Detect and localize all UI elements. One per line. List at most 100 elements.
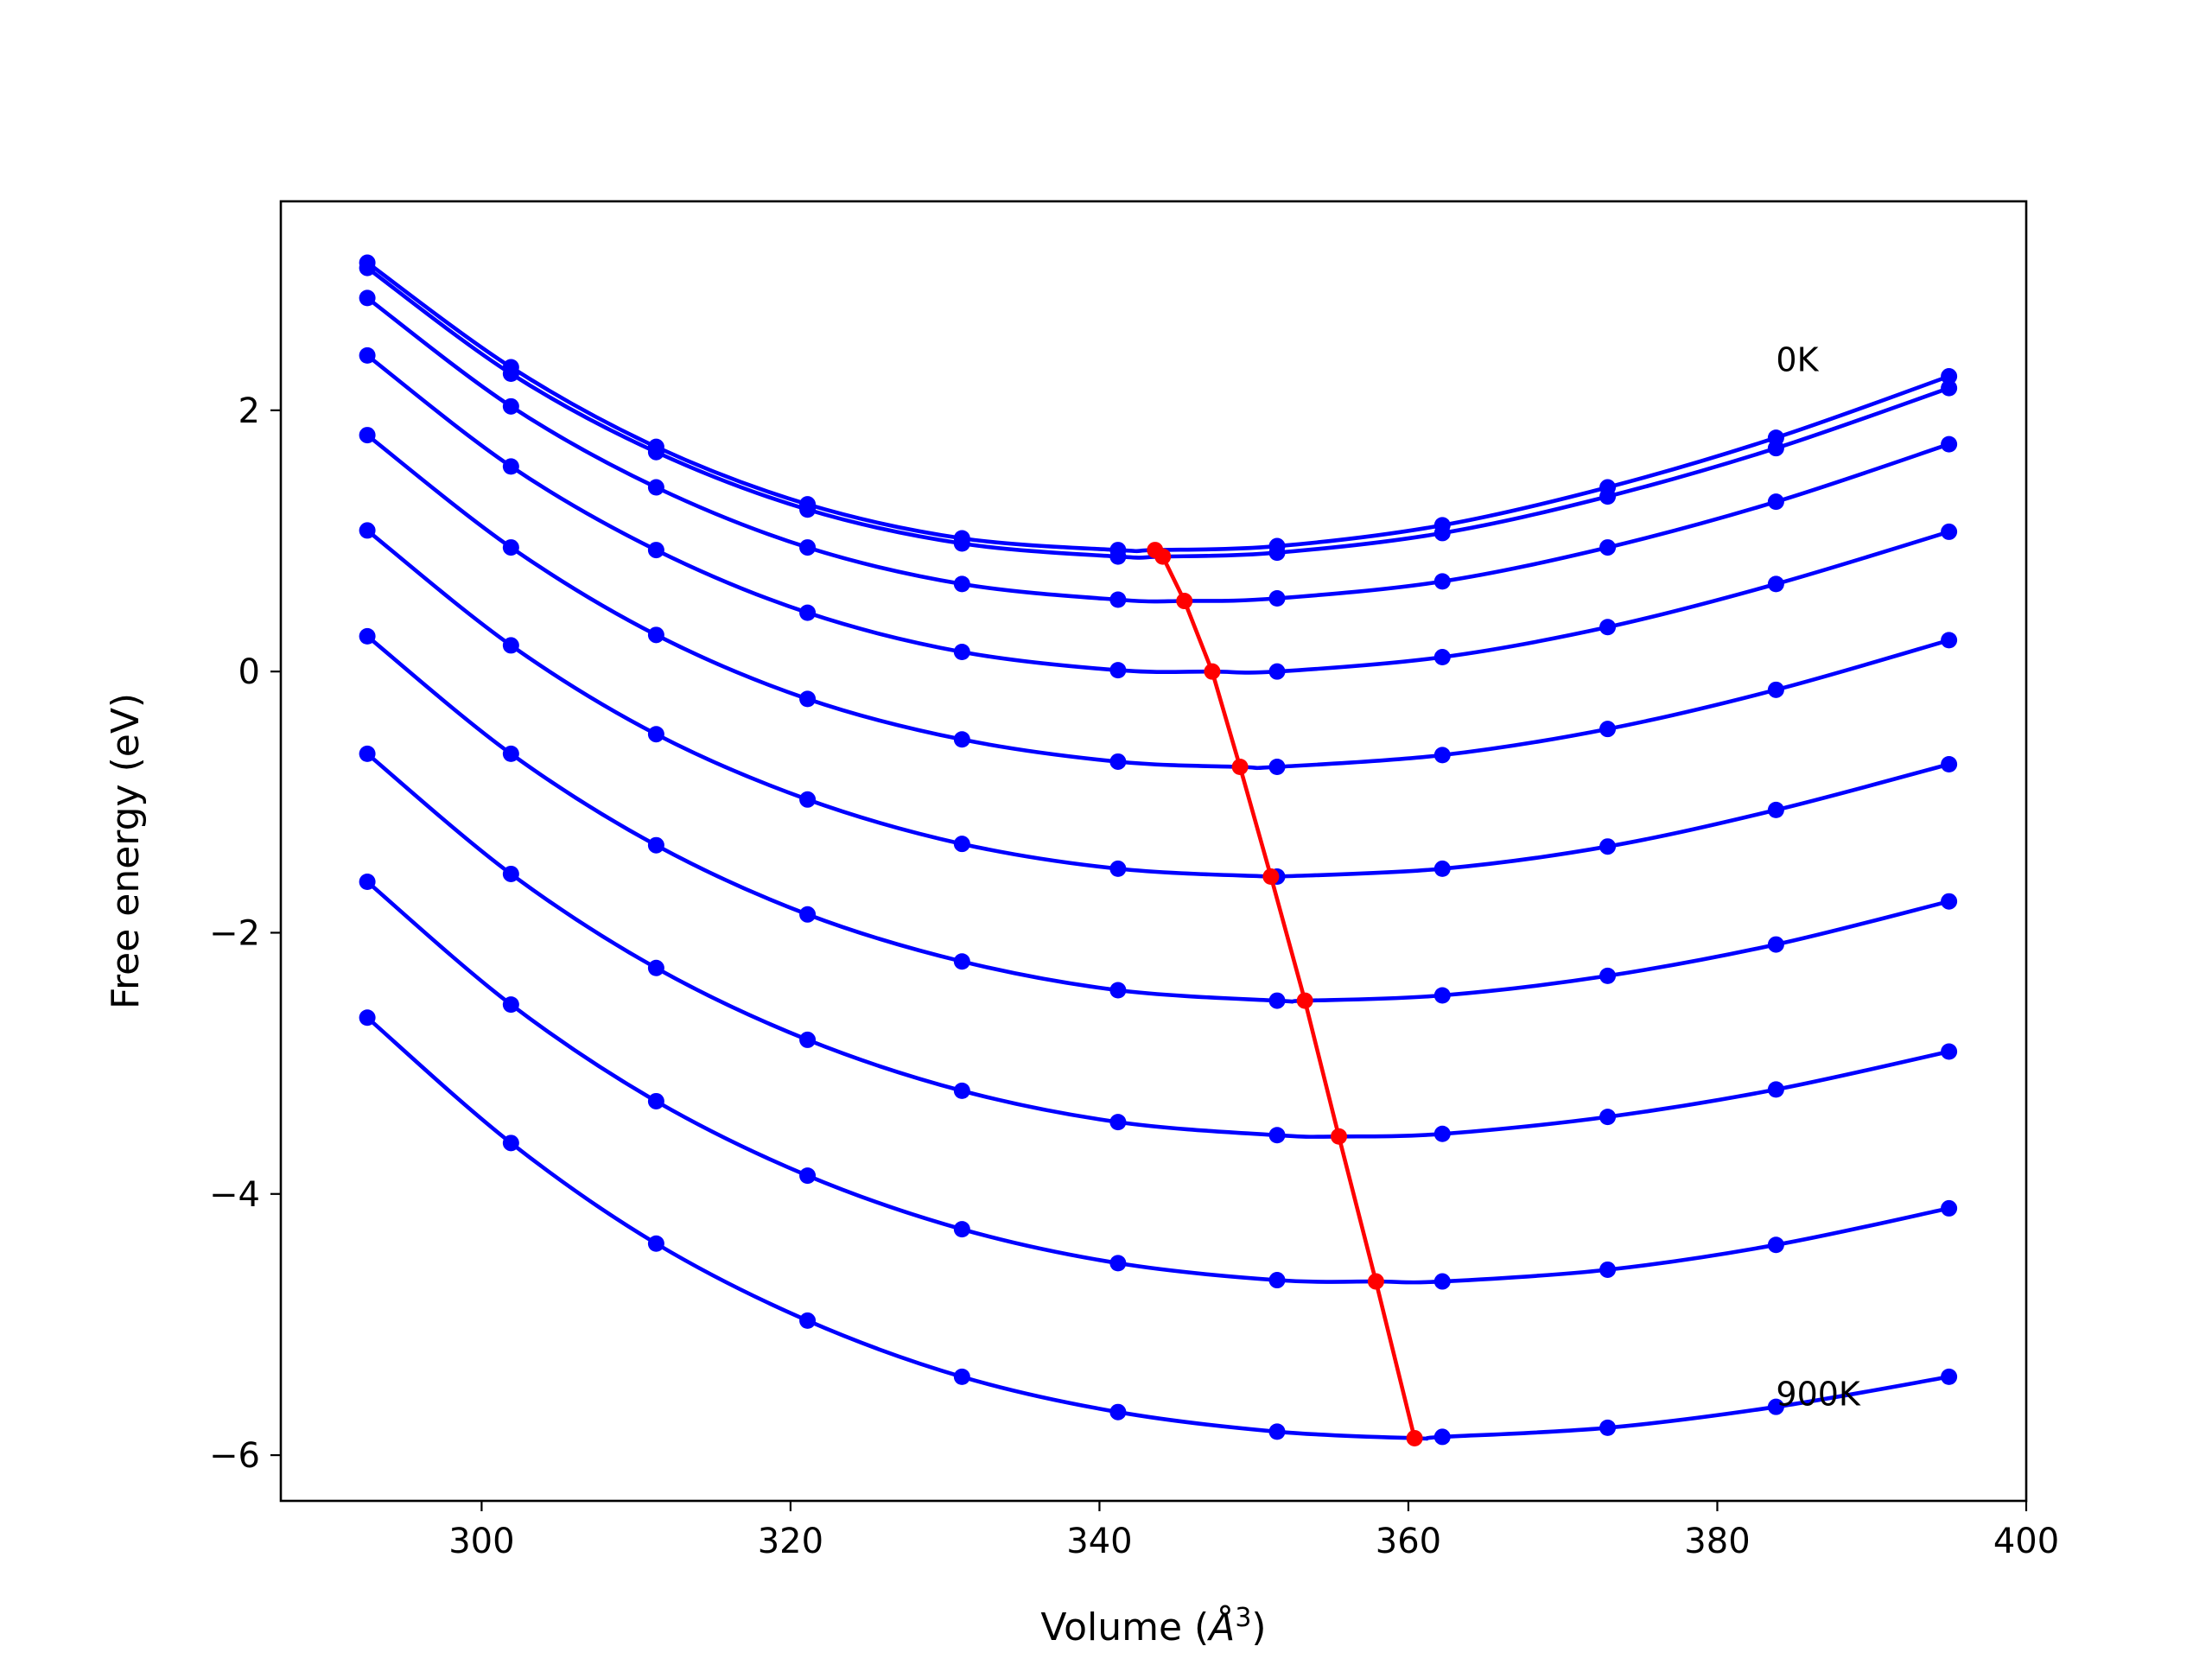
series-point — [502, 365, 519, 383]
series-point — [647, 1235, 664, 1252]
series-point — [1767, 681, 1784, 698]
series-point — [1941, 1043, 1958, 1060]
series-point — [502, 745, 519, 762]
series-point — [953, 953, 970, 970]
x-axis-label-suffix: ) — [1251, 1605, 1266, 1649]
series-point — [1941, 632, 1958, 649]
series-point — [647, 626, 664, 644]
series-point — [647, 959, 664, 976]
series-point — [1433, 524, 1451, 542]
series-point — [647, 542, 664, 559]
series-point — [1941, 893, 1958, 910]
series-line — [365, 1015, 1949, 1441]
series-point — [647, 479, 664, 496]
minimum-line-layer — [1147, 542, 1423, 1446]
x-tick-label: 300 — [448, 1522, 514, 1561]
series-point — [359, 874, 376, 891]
series-point — [953, 731, 970, 748]
series-point — [502, 458, 519, 475]
series-point — [1767, 1081, 1784, 1098]
minimum-point — [1331, 1128, 1348, 1145]
x-axis-label-unit: Å — [1206, 1604, 1235, 1649]
series-point — [953, 836, 970, 853]
series-point — [1433, 1125, 1451, 1142]
series-line — [365, 752, 1950, 1139]
annotations-layer: 0K 900K — [1776, 341, 1861, 1414]
series-point — [359, 522, 376, 539]
y-tick-label: 2 — [238, 391, 260, 431]
series-line — [365, 529, 1950, 880]
series-point — [1599, 1109, 1617, 1126]
y-tick-label: 0 — [238, 652, 260, 692]
series-point — [1433, 649, 1451, 666]
series-point — [1941, 523, 1958, 540]
series-point — [799, 539, 817, 556]
series-point — [1109, 548, 1127, 565]
curve-annotation: 900K — [1776, 1376, 1861, 1414]
series-point — [1109, 860, 1127, 877]
series-line — [365, 433, 1950, 771]
series-point — [359, 427, 376, 444]
series-line — [365, 296, 1950, 604]
series-point — [359, 745, 376, 762]
series-line — [365, 261, 1950, 554]
y-axis-label: Free energy (eV) — [104, 693, 148, 1009]
minimum-point — [1296, 992, 1313, 1009]
series-point — [1941, 1199, 1958, 1217]
series-point — [953, 1082, 970, 1099]
series-point — [502, 1135, 519, 1152]
series-line — [365, 353, 1950, 675]
series-point — [1268, 1127, 1286, 1144]
series-point — [1109, 1255, 1127, 1272]
minimum-point — [1176, 593, 1193, 610]
series-point — [1941, 368, 1958, 385]
series-point — [953, 575, 970, 593]
plot-frame — [279, 200, 2028, 1503]
minimum-point — [1406, 1429, 1423, 1446]
series-point — [1767, 493, 1784, 511]
series-point — [1109, 982, 1127, 999]
series-point — [799, 690, 817, 708]
y-axis-ticks: 2 0 −2 −4 −6 — [209, 391, 281, 1476]
x-tick-label: 360 — [1376, 1522, 1441, 1561]
series-point — [799, 1167, 817, 1185]
y-tick-label: −4 — [209, 1175, 260, 1215]
series-line — [365, 266, 1950, 560]
series-point — [1268, 544, 1286, 562]
series-point — [502, 996, 519, 1014]
series-point — [1599, 619, 1617, 636]
series-point — [1599, 539, 1617, 556]
series-point — [953, 1221, 970, 1238]
series-point — [953, 1368, 970, 1385]
series-line — [365, 880, 1950, 1285]
series-point — [799, 501, 817, 518]
series-point — [359, 627, 376, 645]
series-point — [1268, 1423, 1286, 1440]
series-point — [799, 791, 817, 808]
series-point — [953, 535, 970, 552]
series-point — [1109, 1114, 1127, 1131]
series-point — [1109, 662, 1127, 679]
series-point — [502, 539, 519, 556]
series-point — [1767, 1236, 1784, 1254]
minimum-point — [1154, 548, 1172, 565]
series-point — [1433, 1428, 1451, 1446]
x-tick-label: 340 — [1066, 1522, 1132, 1561]
series-point — [1941, 1368, 1958, 1385]
series-point — [1433, 987, 1451, 1004]
series-point — [1767, 575, 1784, 593]
series-point — [502, 397, 519, 415]
x-tick-label: 320 — [758, 1522, 823, 1561]
series-point — [502, 637, 519, 654]
series-point — [1599, 721, 1617, 738]
minimum-point — [1204, 663, 1221, 680]
x-tick-label: 400 — [1993, 1522, 2059, 1561]
series-point — [1941, 755, 1958, 772]
series-point — [647, 1092, 664, 1109]
series-point — [1767, 801, 1784, 818]
series-point — [799, 1031, 817, 1048]
series-point — [1433, 747, 1451, 764]
x-tick-label: 380 — [1684, 1522, 1750, 1561]
x-axis-ticks: 300 320 340 360 380 400 — [448, 1501, 2059, 1561]
